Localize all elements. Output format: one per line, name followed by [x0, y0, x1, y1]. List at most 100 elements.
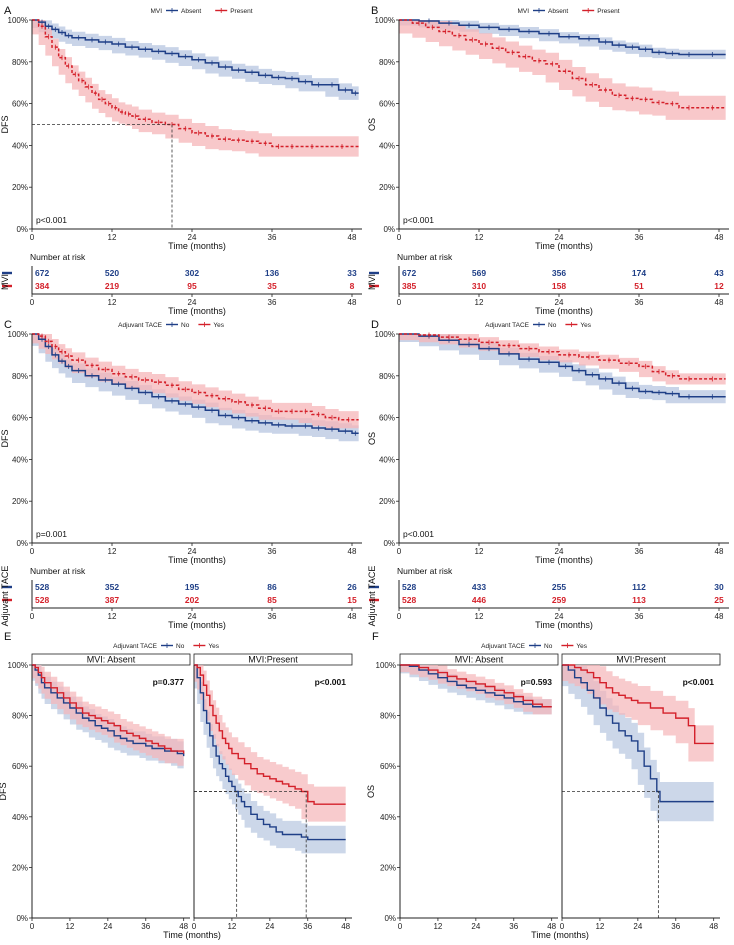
y-tick-label: 40%: [379, 141, 395, 150]
legend-title: MVI: [150, 8, 162, 15]
x-tick-label: 0: [560, 922, 565, 931]
x-tick-label: 24: [633, 922, 642, 931]
x-tick-label: 36: [509, 922, 518, 931]
risk-count: 113: [632, 595, 646, 605]
km-curve-no: [399, 333, 726, 398]
legend-label-0: No: [176, 643, 185, 650]
panel-E: E Adjuvant TACE No Yes MVI: Absent 0 12 24 36 48 0…: [0, 631, 353, 940]
risk-x-tick-label: 12: [108, 612, 117, 621]
panel-label: C: [4, 319, 12, 331]
y-tick-label: 80%: [12, 58, 28, 67]
panel-label: E: [4, 631, 11, 643]
panel-A: A MVI Absent Present 0 12 24 36 48 0% 20% 40% 60% 80%…: [0, 5, 362, 316]
y-axis-label: DFS: [0, 430, 10, 448]
legend-label-1: Present: [597, 8, 620, 15]
risk-count: 85: [267, 595, 277, 605]
y-tick-label: 100%: [8, 16, 28, 25]
risk-count: 195: [185, 582, 199, 592]
risk-x-tick-label: 12: [475, 612, 484, 621]
y-tick-label: 60%: [12, 414, 28, 423]
panel-label: D: [371, 319, 379, 331]
risk-x-tick-label: 48: [348, 612, 357, 621]
risk-x-axis-label: Time (months): [535, 306, 593, 316]
legend-title: Adjuvant TACE: [118, 322, 163, 329]
y-tick-label: 0%: [16, 914, 28, 923]
risk-x-tick-label: 36: [635, 298, 644, 307]
km-curve-no: [32, 333, 359, 435]
y-tick-label: 20%: [12, 497, 28, 506]
legend-title: Adjuvant TACE: [485, 322, 530, 329]
legend: Adjuvant TACE No Yes: [485, 322, 592, 329]
risk-count: 528: [35, 595, 49, 605]
risk-row-label: Adjuvant TACE: [0, 566, 10, 627]
risk-count: 310: [472, 281, 486, 291]
y-axis-label: OS: [366, 785, 376, 798]
panel-D: D Adjuvant TACE No Yes 0 12 24 36 48 0% 20% 40% 60% 8…: [367, 319, 729, 630]
facet-strip: [193, 653, 353, 666]
x-tick-label: 24: [188, 233, 197, 242]
risk-count: 8: [350, 281, 355, 291]
risk-x-axis-label: Time (months): [168, 620, 226, 630]
x-tick-label: 12: [108, 547, 117, 556]
y-tick-label: 60%: [379, 100, 395, 109]
km-curve-yes: [562, 664, 714, 745]
risk-count: 15: [347, 595, 357, 605]
y-tick-label: 0%: [383, 539, 395, 548]
y-tick-label: 0%: [383, 225, 395, 234]
x-tick-label: 24: [471, 922, 480, 931]
y-tick-label: 80%: [379, 58, 395, 67]
ci-band-present: [32, 20, 359, 157]
y-tick-label: 20%: [379, 183, 395, 192]
x-tick-label: 24: [188, 547, 197, 556]
risk-count: 219: [105, 281, 119, 291]
y-tick-label: 100%: [375, 16, 395, 25]
legend: Adjuvant TACE No Yes: [481, 643, 588, 650]
risk-count: 672: [402, 268, 416, 278]
risk-count: 255: [552, 582, 566, 592]
y-tick-label: 40%: [12, 455, 28, 464]
risk-count: 26: [347, 582, 357, 592]
y-tick-label: 40%: [379, 455, 395, 464]
facet-title: MVI:Present: [616, 655, 666, 665]
x-tick-label: 0: [192, 922, 197, 931]
y-tick-label: 60%: [12, 762, 28, 771]
facet-1: MVI:Present 0 12 24 36 48 p<0.001: [192, 653, 353, 931]
facet-title: MVI: Absent: [87, 655, 136, 665]
km-curve-yes: [399, 333, 726, 380]
panel-label: A: [4, 5, 12, 17]
x-tick-label: 36: [303, 922, 312, 931]
risk-x-tick-label: 36: [268, 298, 277, 307]
legend-title: MVI: [517, 8, 529, 15]
p-value: p<0.001: [683, 677, 715, 687]
y-tick-label: 100%: [8, 661, 28, 670]
x-tick-label: 48: [348, 547, 357, 556]
km-curve-absent: [32, 19, 359, 94]
x-tick-label: 48: [348, 233, 357, 242]
y-tick-label: 40%: [380, 813, 396, 822]
risk-count: 51: [634, 281, 644, 291]
x-tick-label: 0: [397, 233, 402, 242]
y-tick-label: 80%: [380, 712, 396, 721]
risk-count: 446: [472, 595, 486, 605]
y-axis-label: DFS: [0, 783, 8, 801]
y-axis-label: DFS: [0, 116, 10, 134]
x-tick-label: 36: [635, 233, 644, 242]
legend-label-0: Absent: [548, 8, 568, 15]
y-tick-label: 100%: [8, 330, 28, 339]
facet-strip: [399, 653, 559, 666]
y-tick-label: 40%: [12, 141, 28, 150]
x-axis-label: Time (months): [535, 241, 593, 251]
y-tick-label: 0%: [16, 225, 28, 234]
risk-x-tick-label: 0: [30, 298, 35, 307]
x-tick-label: 36: [671, 922, 680, 931]
x-tick-label: 48: [179, 922, 188, 931]
median-line: [194, 791, 238, 918]
x-axis-label: Time (months): [531, 930, 589, 940]
x-axis-label: Time (months): [163, 930, 221, 940]
ci-band-no: [399, 334, 726, 404]
risk-count: 95: [187, 281, 197, 291]
x-tick-label: 36: [268, 233, 277, 242]
y-tick-label: 40%: [12, 813, 28, 822]
legend-label-0: Absent: [181, 8, 201, 15]
